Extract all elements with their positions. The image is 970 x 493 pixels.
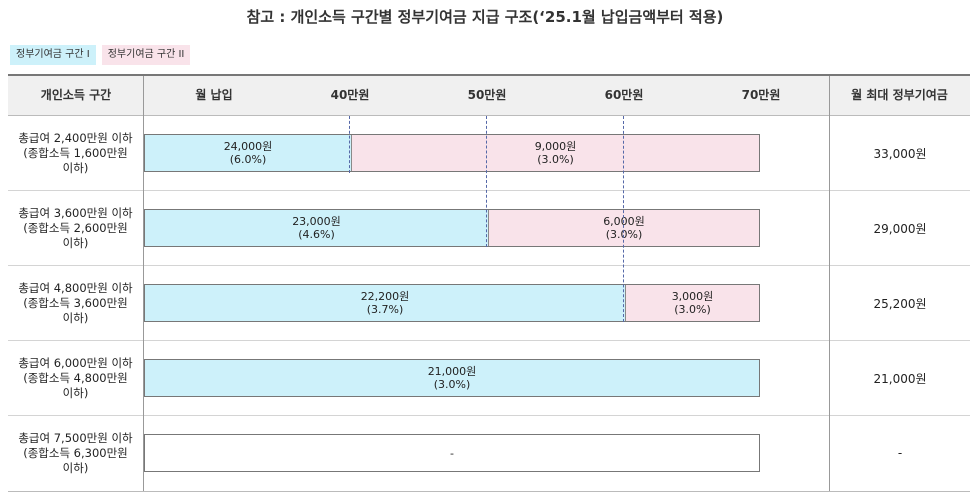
max-contribution-cell: 29,000원 xyxy=(873,221,927,236)
header-max-contribution: 월 최대 정부기여금 xyxy=(851,88,948,102)
income-line: 이하) xyxy=(62,460,89,475)
income-line: 총급여 7,500만원 이하 xyxy=(18,430,133,445)
section1-segment: 23,000원 (4.6%) xyxy=(145,210,488,246)
table-row: 총급여 2,400만원 이하 (종합소득 1,600만원 이하) 24,000원… xyxy=(8,116,970,191)
income-line: 이하) xyxy=(62,310,89,325)
column-divider xyxy=(829,76,830,491)
section2-segment: 3,000원 (3.0%) xyxy=(625,285,759,321)
header-tick-50: 50만원 xyxy=(467,88,507,102)
payment-bar: 24,000원 (6.0%) 9,000원 (3.0%) xyxy=(144,134,760,172)
section1-rate: (3.7%) xyxy=(366,303,404,316)
section2-amount: 3,000원 xyxy=(671,290,714,303)
column-divider xyxy=(143,76,144,491)
income-line: (종합소득 4,800만원 xyxy=(23,370,128,385)
payment-bar: 21,000원 (3.0%) xyxy=(144,359,760,397)
section1-amount: 23,000원 xyxy=(292,215,341,228)
table-row: 총급여 4,800만원 이하 (종합소득 3,600만원 이하) 22,200원… xyxy=(8,266,970,341)
table-row: 총급여 3,600만원 이하 (종합소득 2,600만원 이하) 23,000원… xyxy=(8,191,970,266)
threshold-50-line xyxy=(486,116,487,247)
section1-rate: (4.6%) xyxy=(298,228,335,241)
section2-amount: 9,000원 xyxy=(534,140,577,153)
income-line: 총급여 6,000만원 이하 xyxy=(18,355,133,370)
legend-section2: 정부기여금 구간 II xyxy=(101,45,191,65)
legend: 정부기여금 구간 I 정부기여금 구간 II xyxy=(10,45,191,65)
table-row: 총급여 7,500만원 이하 (종합소득 6,300만원 이하) - - xyxy=(8,416,970,490)
section1-segment: 22,200원 (3.7%) xyxy=(145,285,625,321)
income-cell: 총급여 3,600만원 이하 (종합소득 2,600만원 이하) xyxy=(8,191,143,265)
section1-amount: 22,200원 xyxy=(360,290,410,303)
empty-segment: - xyxy=(145,435,759,471)
header-monthly-payment: 월 납입 xyxy=(195,88,233,102)
income-line: (종합소득 3,600만원 xyxy=(23,295,128,310)
income-cell: 총급여 2,400만원 이하 (종합소득 1,600만원 이하) xyxy=(8,116,143,190)
section1-rate: (6.0%) xyxy=(229,153,267,166)
section1-amount: 21,000원 xyxy=(427,365,477,378)
income-line: (종합소득 6,300만원 xyxy=(23,445,128,460)
section2-segment: 9,000원 (3.0%) xyxy=(351,135,759,171)
income-line: (종합소득 2,600만원 xyxy=(23,220,128,235)
section2-rate: (3.0%) xyxy=(537,153,574,166)
payment-bar: 22,200원 (3.7%) 3,000원 (3.0%) xyxy=(144,284,760,322)
income-line: 총급여 4,800만원 이하 xyxy=(18,280,133,295)
max-contribution-cell: 25,200원 xyxy=(873,296,927,311)
header-tick-60: 60만원 xyxy=(604,88,644,102)
section1-segment: 21,000원 (3.0%) xyxy=(145,360,759,396)
table-row: 총급여 6,000만원 이하 (종합소득 4,800만원 이하) 21,000원… xyxy=(8,341,970,416)
header-tick-70: 70만원 xyxy=(741,88,781,102)
income-cell: 총급여 4,800만원 이하 (종합소득 3,600만원 이하) xyxy=(8,266,143,340)
section1-rate: (3.0%) xyxy=(433,378,471,391)
income-line: 이하) xyxy=(62,385,89,400)
header-income-bracket: 개인소득 구간 xyxy=(40,88,112,102)
page-title: 참고 : 개인소득 구간별 정부기여금 지급 구조(‘25.1월 납입금액부터 … xyxy=(246,8,724,26)
threshold-60-line xyxy=(623,116,624,322)
income-cell: 총급여 7,500만원 이하 (종합소득 6,300만원 이하) xyxy=(8,416,143,490)
legend-section1: 정부기여금 구간 I xyxy=(10,45,96,65)
payment-bar: 23,000원 (4.6%) 6,000원 (3.0%) xyxy=(144,209,760,247)
threshold-40-line xyxy=(349,116,350,173)
section2-amount: 6,000원 xyxy=(603,215,645,228)
section2-rate: (3.0%) xyxy=(605,228,643,241)
payment-bar: - xyxy=(144,434,760,472)
section1-segment: 24,000원 (6.0%) xyxy=(145,135,351,171)
income-line: 총급여 3,600만원 이하 xyxy=(18,205,133,220)
header-tick-40: 40만원 xyxy=(330,88,370,102)
income-line: (종합소득 1,600만원 xyxy=(23,145,128,160)
max-contribution-cell: 33,000원 xyxy=(873,146,927,161)
max-contribution-cell: 21,000원 xyxy=(873,371,927,386)
income-line: 총급여 2,400만원 이하 xyxy=(18,130,133,145)
income-cell: 총급여 6,000만원 이하 (종합소득 4,800만원 이하) xyxy=(8,341,143,415)
section2-rate: (3.0%) xyxy=(674,303,711,316)
table-header: 개인소득 구간 월 납입 40만원 50만원 60만원 70만원 월 최대 정부… xyxy=(8,76,970,116)
contribution-table: 개인소득 구간 월 납입 40만원 50만원 60만원 70만원 월 최대 정부… xyxy=(8,74,970,492)
income-line: 이하) xyxy=(62,235,89,250)
max-contribution-cell: - xyxy=(897,446,903,460)
income-line: 이하) xyxy=(62,160,89,175)
section1-amount: 24,000원 xyxy=(223,140,273,153)
